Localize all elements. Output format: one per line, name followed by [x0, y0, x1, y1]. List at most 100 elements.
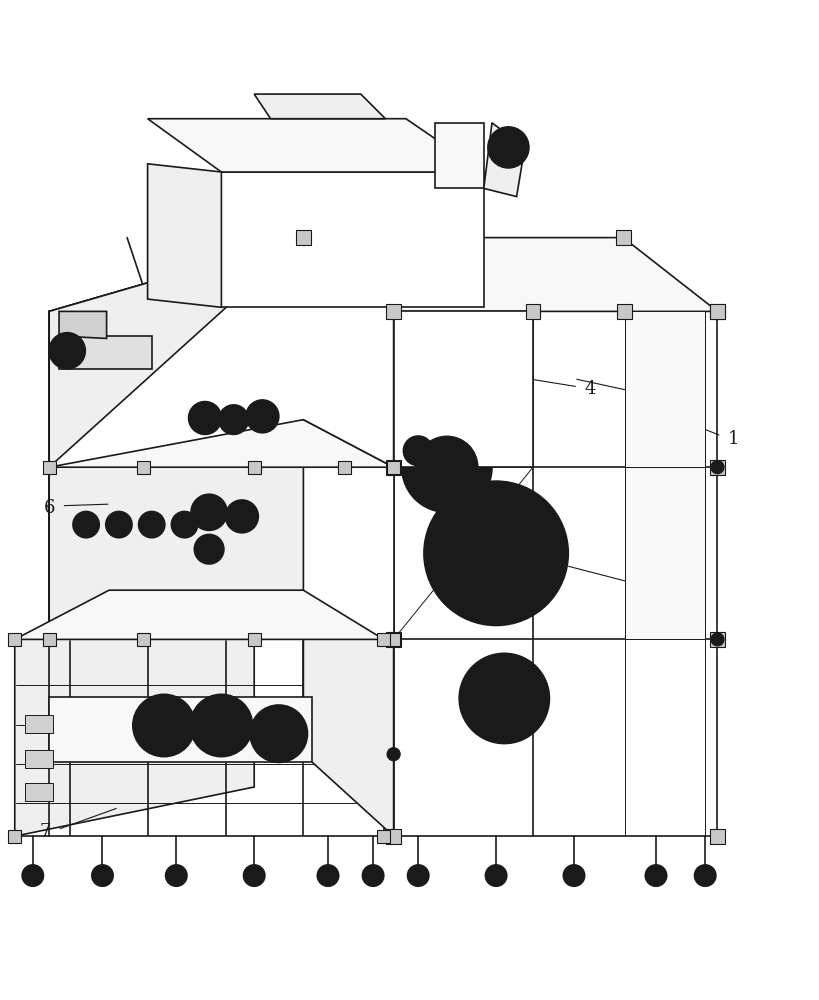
Bar: [386, 632, 400, 647]
Circle shape: [483, 541, 508, 566]
Polygon shape: [303, 238, 393, 836]
Bar: [8, 633, 21, 646]
Text: 2: 2: [674, 393, 686, 411]
Circle shape: [226, 412, 241, 427]
Polygon shape: [49, 697, 311, 762]
Circle shape: [710, 633, 723, 646]
Circle shape: [22, 865, 43, 886]
Polygon shape: [483, 123, 524, 197]
Bar: [8, 830, 21, 843]
Circle shape: [710, 461, 723, 474]
Bar: [709, 632, 724, 647]
Circle shape: [165, 865, 187, 886]
Circle shape: [485, 865, 506, 886]
Bar: [615, 230, 630, 245]
Polygon shape: [15, 590, 254, 836]
Bar: [137, 633, 150, 646]
Bar: [709, 460, 724, 475]
Circle shape: [194, 534, 224, 564]
Text: 6: 6: [43, 499, 55, 517]
Circle shape: [645, 865, 666, 886]
Circle shape: [317, 865, 338, 886]
Polygon shape: [624, 311, 704, 467]
Circle shape: [73, 511, 99, 538]
Polygon shape: [25, 750, 53, 768]
Circle shape: [57, 341, 77, 361]
Circle shape: [362, 865, 383, 886]
Bar: [709, 304, 724, 319]
Bar: [377, 633, 390, 646]
Polygon shape: [15, 639, 383, 836]
Polygon shape: [147, 164, 221, 307]
Bar: [247, 461, 260, 474]
Circle shape: [191, 494, 227, 530]
Circle shape: [423, 481, 568, 625]
Polygon shape: [221, 172, 483, 307]
Bar: [709, 829, 724, 844]
Text: 1: 1: [727, 430, 739, 448]
Bar: [386, 829, 400, 844]
Circle shape: [401, 422, 491, 512]
Text: 7: 7: [39, 823, 51, 841]
Circle shape: [254, 408, 270, 425]
Circle shape: [387, 748, 400, 761]
Polygon shape: [254, 94, 385, 119]
Circle shape: [133, 694, 195, 757]
Circle shape: [190, 694, 252, 757]
Text: 3: 3: [641, 577, 653, 595]
Circle shape: [147, 708, 181, 743]
Bar: [617, 304, 631, 319]
Polygon shape: [393, 311, 532, 467]
Circle shape: [438, 496, 553, 611]
Circle shape: [459, 653, 549, 744]
Circle shape: [225, 500, 258, 533]
Circle shape: [246, 400, 278, 433]
Polygon shape: [25, 715, 53, 733]
Polygon shape: [147, 119, 483, 172]
Bar: [296, 230, 310, 245]
Circle shape: [204, 708, 238, 743]
Circle shape: [694, 865, 715, 886]
Bar: [337, 461, 351, 474]
Circle shape: [250, 705, 307, 762]
Circle shape: [411, 473, 441, 502]
Circle shape: [415, 436, 477, 498]
Bar: [137, 461, 150, 474]
Bar: [387, 633, 400, 646]
Bar: [247, 633, 260, 646]
Circle shape: [243, 865, 265, 886]
Bar: [43, 461, 56, 474]
Bar: [377, 830, 390, 843]
Polygon shape: [15, 590, 383, 639]
Circle shape: [563, 865, 584, 886]
Polygon shape: [49, 238, 393, 467]
Circle shape: [471, 666, 536, 731]
Text: 5: 5: [72, 434, 84, 452]
Circle shape: [138, 511, 165, 538]
Circle shape: [106, 511, 132, 538]
Polygon shape: [434, 123, 483, 188]
Circle shape: [263, 718, 294, 749]
Polygon shape: [49, 238, 303, 467]
Circle shape: [219, 405, 248, 434]
Circle shape: [188, 402, 221, 434]
Circle shape: [487, 127, 528, 168]
Circle shape: [495, 690, 512, 707]
Circle shape: [197, 410, 213, 426]
Bar: [709, 304, 724, 319]
Polygon shape: [25, 783, 53, 801]
Polygon shape: [624, 467, 704, 639]
Circle shape: [403, 436, 432, 466]
Circle shape: [437, 457, 456, 477]
Circle shape: [92, 865, 113, 886]
Circle shape: [49, 333, 85, 369]
Bar: [386, 460, 400, 475]
Polygon shape: [49, 420, 303, 639]
Bar: [386, 304, 400, 319]
Polygon shape: [303, 238, 717, 311]
Polygon shape: [59, 336, 152, 369]
Circle shape: [495, 135, 520, 160]
Polygon shape: [59, 311, 106, 338]
Polygon shape: [49, 467, 393, 639]
Text: 4: 4: [584, 380, 595, 398]
